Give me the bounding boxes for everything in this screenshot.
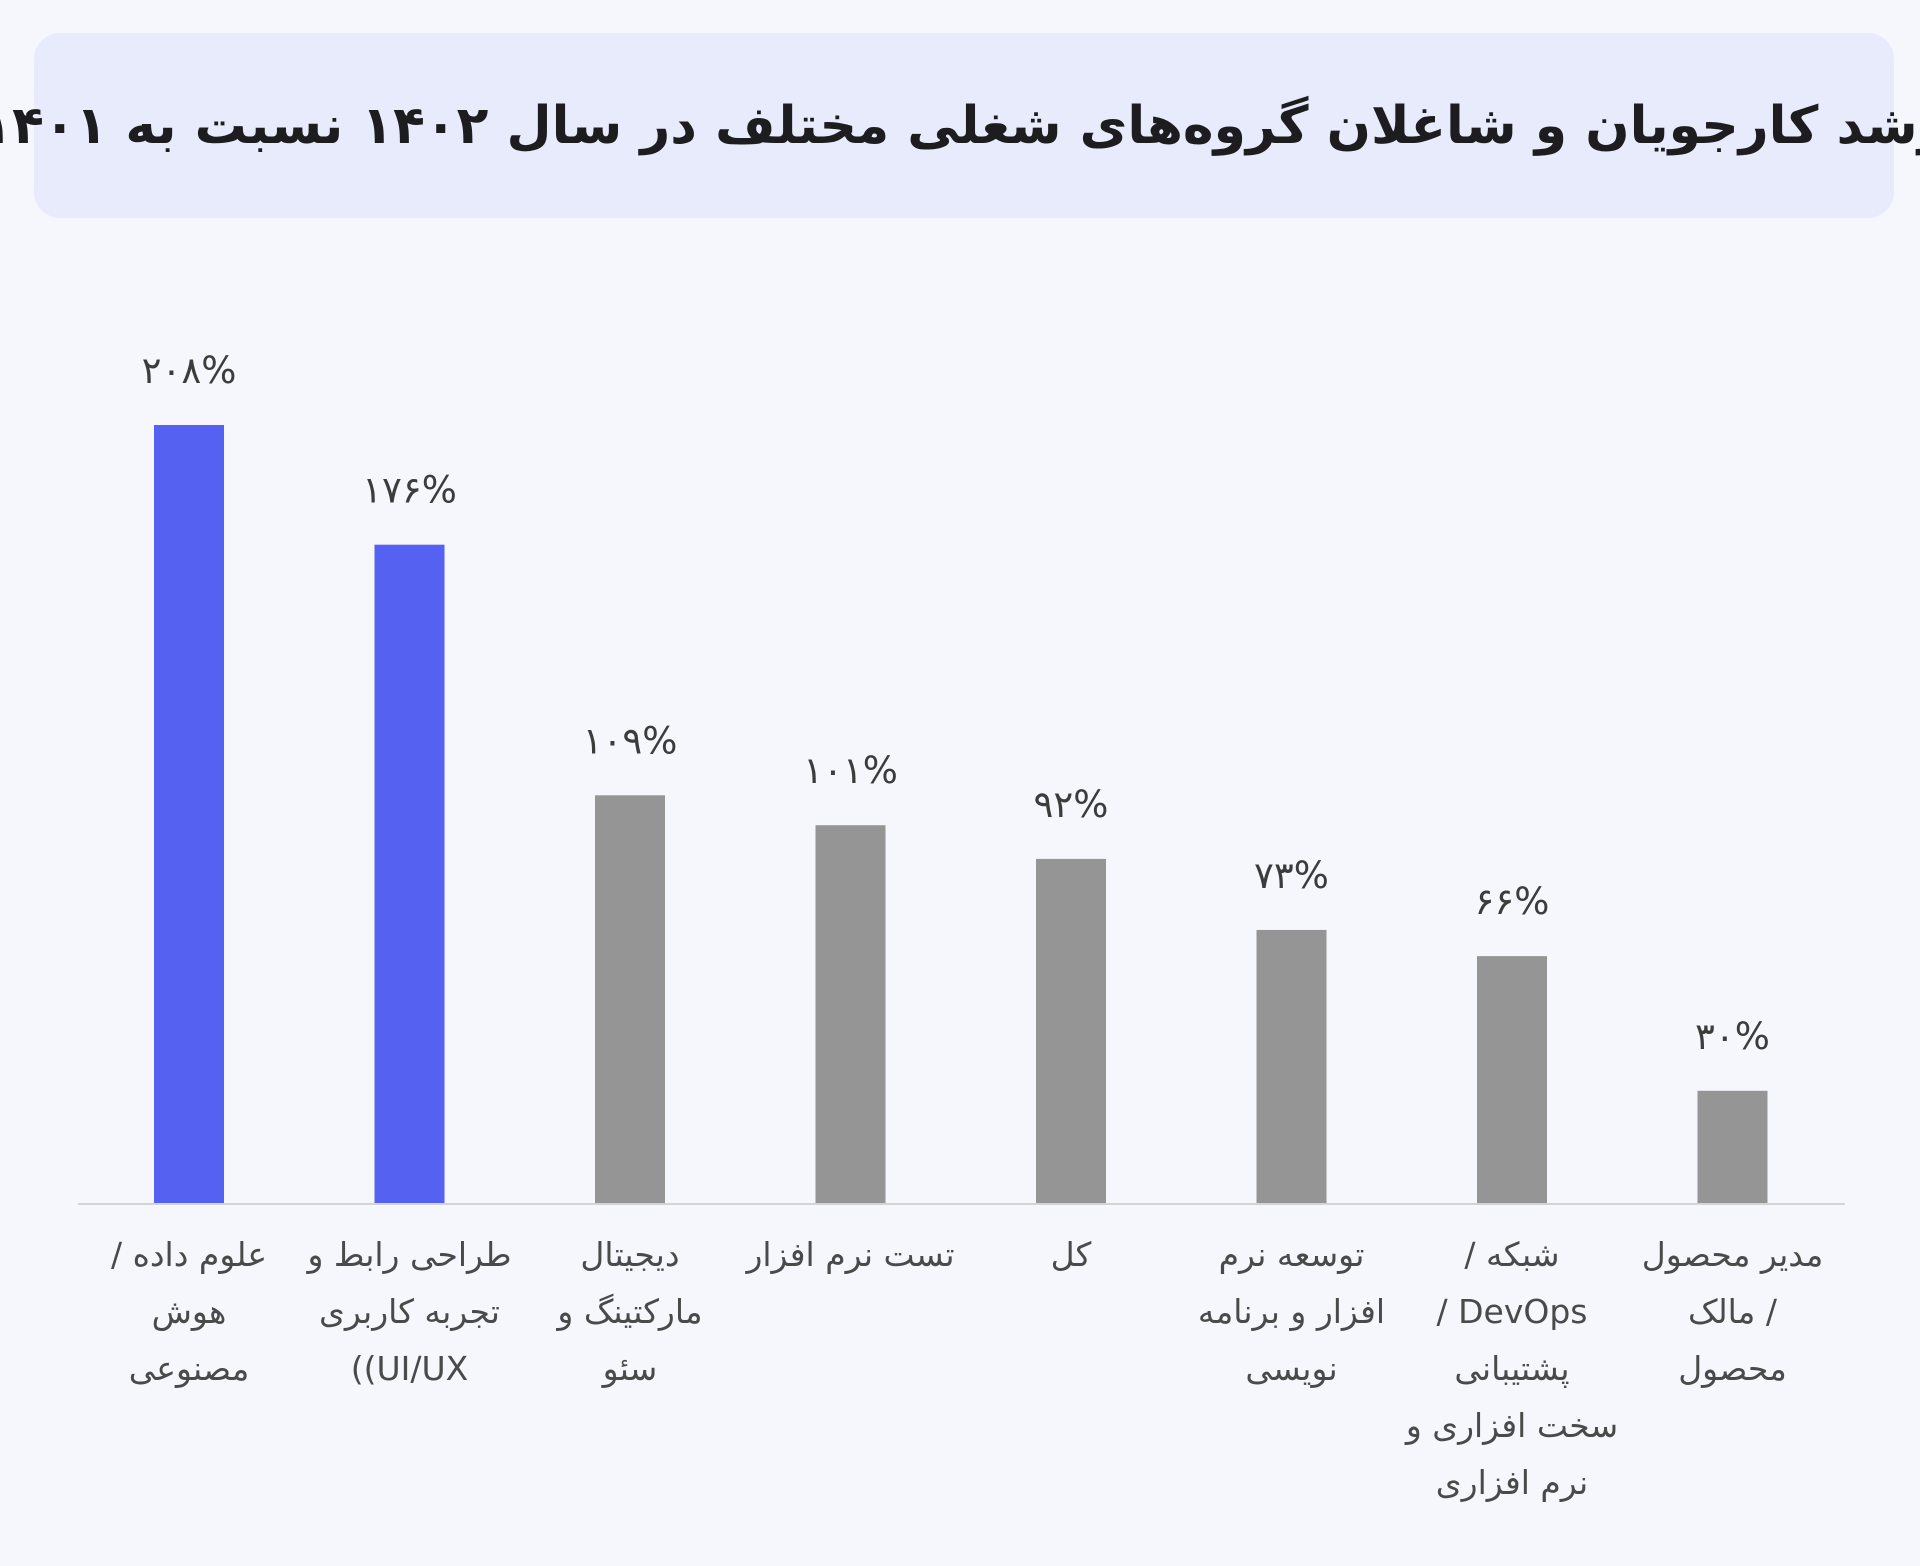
x-tick-label-line: UI/UX)): [351, 1349, 469, 1388]
x-tick-label-line: طراحی رابط و: [305, 1235, 511, 1274]
x-tick-label-line: DevOps /: [1437, 1292, 1588, 1331]
title-card: رشد کارجویان و شاغلان گروه‌های شغلی مختل…: [0, 33, 1920, 218]
x-tick-label: علوم داده / هوش مصنوعی: [111, 1235, 267, 1388]
bar: [1036, 858, 1106, 1203]
bar: [815, 825, 886, 1203]
x-tick-label-line: تجربه کاربری: [319, 1292, 500, 1331]
x-tick-label-line: سخت افزاری و: [1404, 1406, 1618, 1445]
x-tick-label-line: دیجیتال: [580, 1235, 679, 1274]
data-label: ۱۰۱%: [803, 749, 898, 792]
x-tick-label-line: افزار و برنامه: [1198, 1292, 1385, 1331]
x-tick-label: تست نرم افزار: [744, 1235, 954, 1274]
bar: [1256, 929, 1327, 1203]
bar: [1477, 956, 1547, 1203]
x-tick-label-line: پشتیبانی: [1454, 1349, 1569, 1388]
x-tick-label-line: محصول: [1678, 1349, 1787, 1388]
x-tick-label-line: هوش: [152, 1292, 227, 1331]
x-tick-label-line: سئو: [601, 1349, 658, 1388]
x-tick-label-line: مدیر محصول: [1642, 1235, 1824, 1274]
x-tick-label-line: مصنوعی: [129, 1349, 250, 1388]
x-tick-label: مدیر محصول / مالک محصول: [1642, 1235, 1824, 1388]
bar: [595, 795, 665, 1203]
x-tick-label-line: تست نرم افزار: [744, 1235, 954, 1274]
data-label: ۳۰%: [1695, 1015, 1770, 1058]
data-label: ۲۰۸%: [142, 349, 237, 392]
x-tick-label: شبکه / DevOps / پشتیبانی سخت افزاری و نرم اف…: [1404, 1235, 1618, 1502]
x-tick-label-line: / مالک: [1688, 1292, 1778, 1331]
x-tick-label: طراحی رابط و تجربه کاربری UI/UX)): [305, 1235, 511, 1388]
data-label: ۱۷۶%: [362, 469, 457, 512]
data-label: ۱۰۹%: [583, 719, 678, 762]
x-tick-label-line: توسعه نرم: [1219, 1235, 1365, 1274]
data-label: ۷۳%: [1254, 854, 1329, 897]
x-tick-label: توسعه نرم افزار و برنامه نویسی: [1198, 1235, 1385, 1388]
chart-title: رشد کارجویان و شاغلان گروه‌های شغلی مختل…: [0, 95, 1920, 156]
x-tick-label-line: شبکه /: [1464, 1235, 1559, 1274]
x-tick-label-line: کل: [1051, 1235, 1092, 1274]
data-label: ۶۶%: [1475, 880, 1550, 923]
x-tick-label: کل: [1051, 1235, 1092, 1274]
x-tick-label: دیجیتال مارکتینگ و سئو: [555, 1235, 702, 1388]
data-label: ۹۲%: [1034, 783, 1109, 826]
x-tick-label-line: نویسی: [1245, 1349, 1337, 1388]
x-tick-label-line: علوم داده /: [111, 1235, 267, 1274]
x-tick-label-line: مارکتینگ و: [555, 1292, 702, 1331]
x-tick-label-line: نرم افزاری: [1436, 1463, 1588, 1502]
bar: [1697, 1090, 1768, 1203]
bar: [154, 425, 224, 1203]
bar: [374, 544, 445, 1203]
